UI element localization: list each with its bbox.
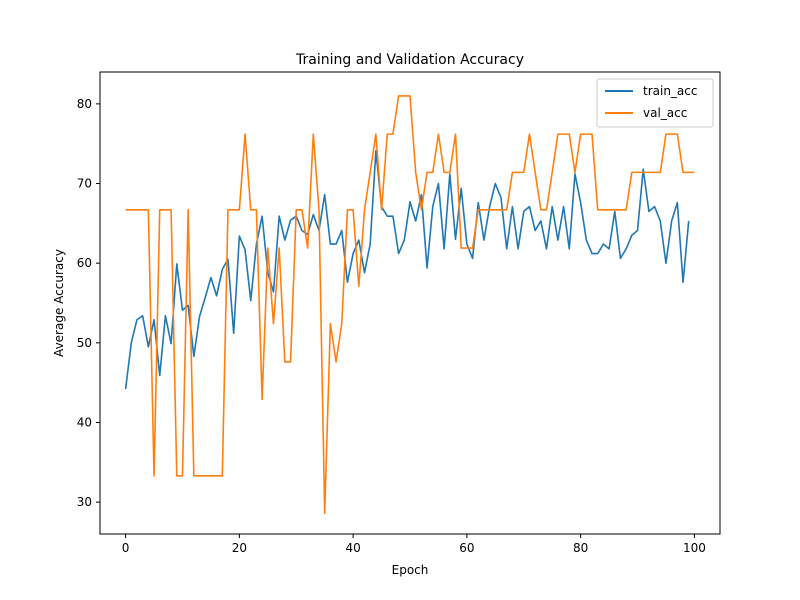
- x-tick-label: 60: [459, 541, 474, 555]
- x-tick-label: 20: [232, 541, 247, 555]
- x-tick-label: 100: [683, 541, 706, 555]
- y-tick-label: 50: [77, 336, 92, 350]
- x-axis-ticks: 0 20 40 60 80 100: [122, 534, 706, 555]
- chart-title: Training and Validation Accuracy: [295, 52, 524, 68]
- y-tick-label: 80: [77, 97, 92, 111]
- x-tick-label: 40: [345, 541, 360, 555]
- y-tick-label: 40: [77, 415, 92, 429]
- series-layer: [124, 95, 695, 515]
- x-tick-label: 80: [573, 541, 588, 555]
- series-line-val-acc: [125, 95, 695, 515]
- axes-frame: [99, 71, 721, 535]
- legend-label-train-acc: train_acc: [643, 84, 697, 98]
- series-line-train-acc: [124, 150, 690, 390]
- plot-area: 0 20 40 60 80 100 30 40 50 60 70 80: [77, 71, 721, 555]
- legend: train_acc val_acc: [596, 78, 714, 128]
- y-axis-ticks: 30 40 50 60 70 80: [77, 97, 100, 509]
- y-axis-label: Average Accuracy: [52, 249, 66, 357]
- y-tick-label: 70: [77, 177, 92, 191]
- y-tick-label: 30: [77, 495, 92, 509]
- legend-label-val-acc: val_acc: [643, 106, 687, 120]
- x-axis-label: Epoch: [392, 563, 429, 577]
- y-tick-label: 60: [77, 256, 92, 270]
- x-tick-label: 0: [122, 541, 130, 555]
